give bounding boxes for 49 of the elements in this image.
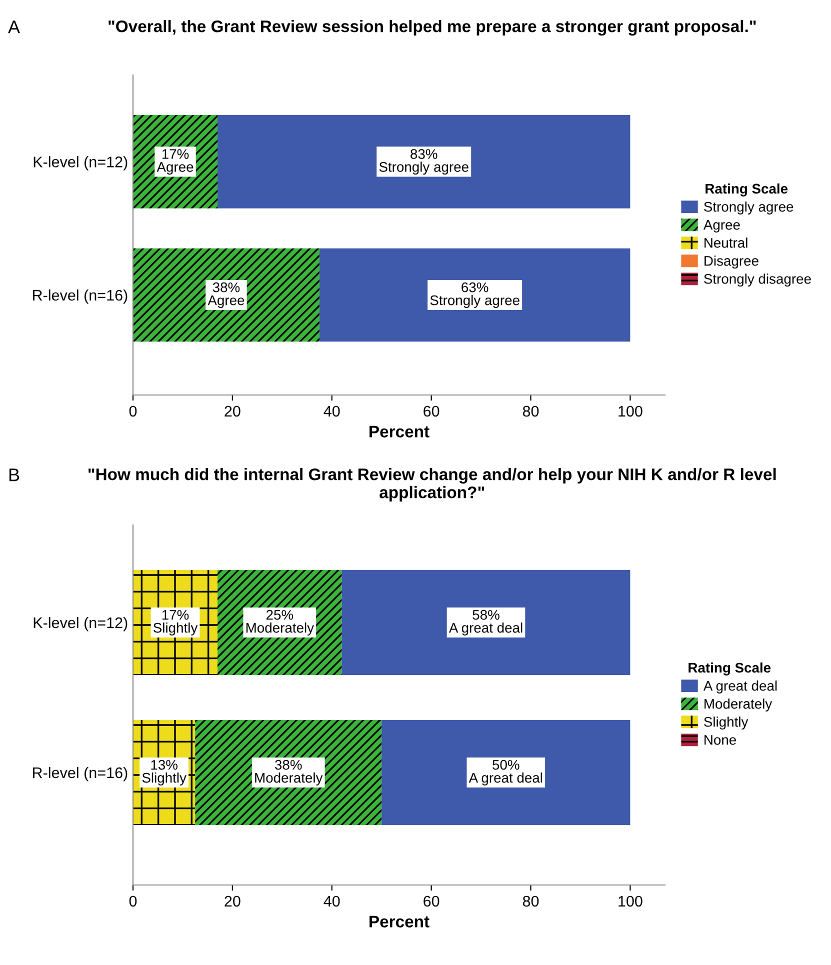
data-label: 17% Slightly xyxy=(154,610,198,636)
legend-label: Agree xyxy=(703,220,740,232)
x-tick-label: 100 xyxy=(618,896,642,907)
x-tick-label: 60 xyxy=(424,896,440,907)
bar xyxy=(218,115,630,208)
data-label: 25% Moderately xyxy=(246,610,314,636)
legend-label: Slightly xyxy=(704,716,748,730)
data-label: 63% Strongly agree xyxy=(430,282,520,308)
x-tick-label: 40 xyxy=(324,896,340,907)
x-tick-label: 0 xyxy=(129,406,137,417)
bar xyxy=(319,248,630,342)
x-tick-label: 100 xyxy=(618,406,642,417)
chart-title: "How much did the internal Grant Review change and/or help your NIH K and/or R level application?" xyxy=(88,468,776,502)
bar xyxy=(382,720,630,825)
legend-label: Moderately xyxy=(704,698,772,712)
legend-label: A great deal xyxy=(703,680,777,694)
x-tick-label: 20 xyxy=(224,406,240,417)
chart-title: "Overall, the Grant Review session helped me prepare a stronger grant proposal." xyxy=(108,20,756,36)
x-tick-label: 20 xyxy=(224,896,240,907)
x-axis-title: Percent xyxy=(370,916,430,928)
x-tick-label: 60 xyxy=(424,406,440,417)
data-label: 58% A great deal xyxy=(448,610,522,636)
text: A xyxy=(8,20,20,34)
bar xyxy=(342,570,630,675)
text: B xyxy=(9,468,20,482)
bar xyxy=(195,720,382,825)
x-tick-label: 80 xyxy=(522,406,539,417)
x-tick-label: 0 xyxy=(129,896,137,907)
y-tick-label: R-level (n=16) xyxy=(33,289,128,304)
legend-title: Rating Scale xyxy=(706,183,788,196)
data-label: 50% A great deal xyxy=(468,760,542,786)
x-axis-title: Percent xyxy=(370,426,430,438)
x-tick-label: 80 xyxy=(522,896,539,907)
legend-label: Disagree xyxy=(704,256,758,269)
legend-title: Rating Scale xyxy=(688,662,771,676)
data-label: 13% Slightly xyxy=(142,760,186,786)
x-tick-label: 40 xyxy=(324,406,340,417)
legend-label: Neutral xyxy=(704,238,748,248)
bar xyxy=(133,248,320,342)
data-label: 83% Strongly agree xyxy=(379,149,468,175)
data-label: 38% Moderately xyxy=(255,760,323,786)
y-tick-label: K-level (n=12) xyxy=(34,616,128,632)
data-label: 17% Agree xyxy=(156,149,194,175)
legend-label: Strongly agree xyxy=(704,202,794,214)
data-label: 38% Agree xyxy=(208,282,244,308)
y-tick-label: R-level (n=16) xyxy=(33,766,128,782)
y-tick-label: K-level (n=12) xyxy=(34,156,128,170)
legend-label: None xyxy=(704,735,736,745)
legend-label: Strongly disagree xyxy=(704,274,811,287)
